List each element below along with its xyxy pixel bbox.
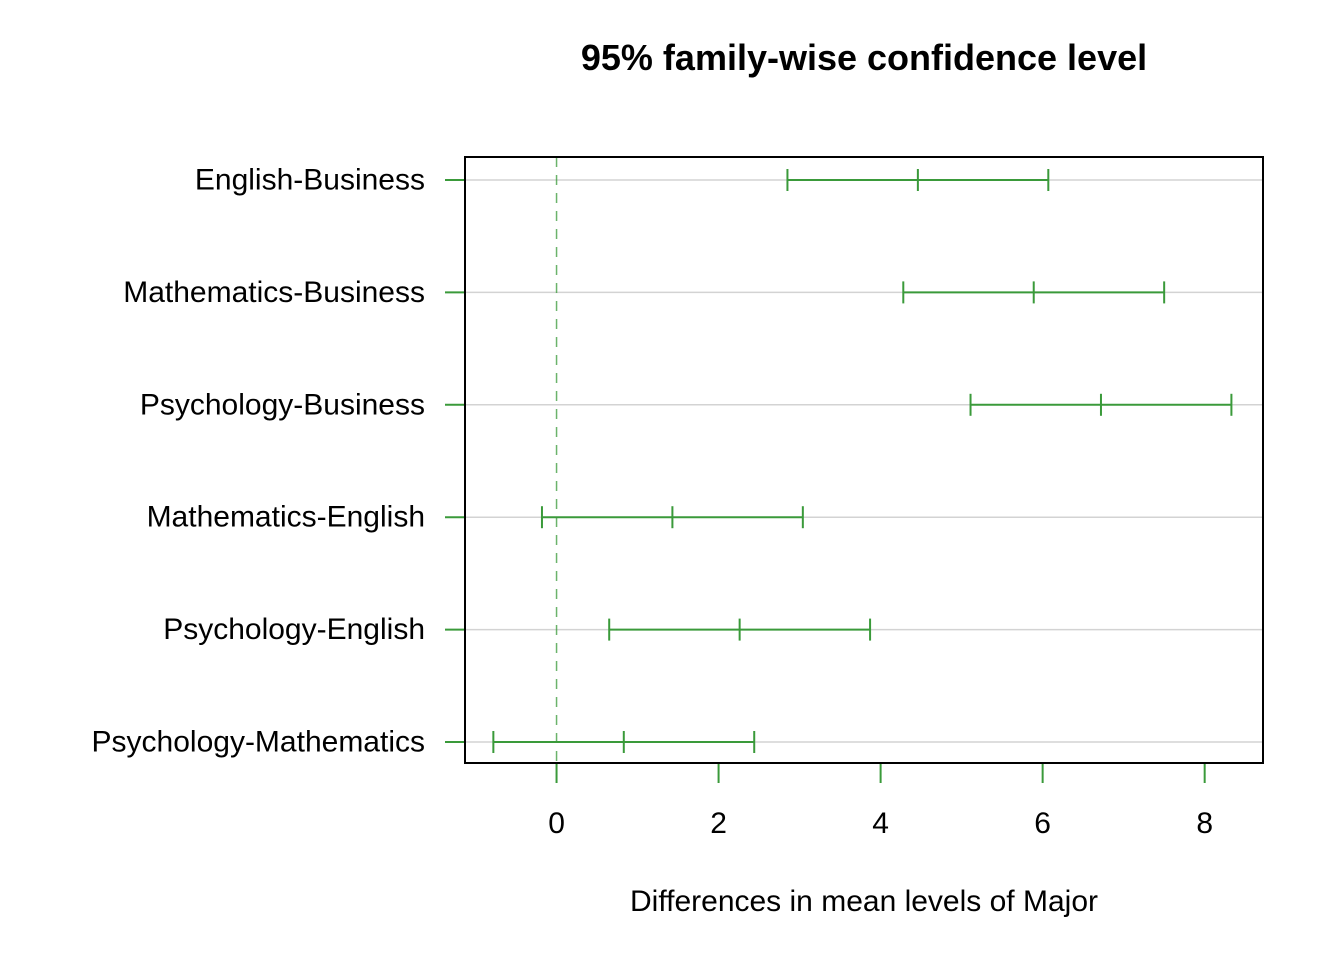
interval-psychology-business	[969, 393, 1233, 416]
interval-mathematics-english	[540, 506, 804, 529]
x-tick-label: 8	[1196, 807, 1213, 840]
y-tick-label: Mathematics-English	[147, 501, 425, 534]
interval-english-business	[786, 169, 1050, 191]
y-tick-label: Psychology-English	[163, 613, 425, 646]
plot-frame	[464, 156, 1264, 764]
x-tick-label: 4	[872, 807, 889, 840]
y-axis: English-Business Mathematics-Business Psyc…	[92, 164, 465, 759]
y-tick-label: Psychology-Mathematics	[92, 726, 425, 759]
x-tick-label: 2	[710, 807, 727, 840]
chart-title: 95% family-wise confidence level	[581, 37, 1147, 78]
interval-psychology-english	[608, 618, 872, 641]
y-tick-label: Psychology-Business	[140, 388, 425, 421]
x-axis-label: Differences in mean levels of Major	[630, 885, 1098, 918]
interval-mathematics-business	[902, 281, 1166, 304]
interval-psychology-mathematics	[492, 731, 756, 753]
x-tick-label: 0	[548, 807, 565, 840]
y-tick-label: English-Business	[195, 164, 425, 197]
confidence-intervals	[492, 169, 1233, 753]
x-axis: 0 2 4 6 8	[548, 763, 1213, 840]
x-tick-label: 6	[1034, 807, 1051, 840]
y-tick-label: Mathematics-Business	[123, 276, 425, 309]
grid-lines	[465, 179, 1263, 743]
